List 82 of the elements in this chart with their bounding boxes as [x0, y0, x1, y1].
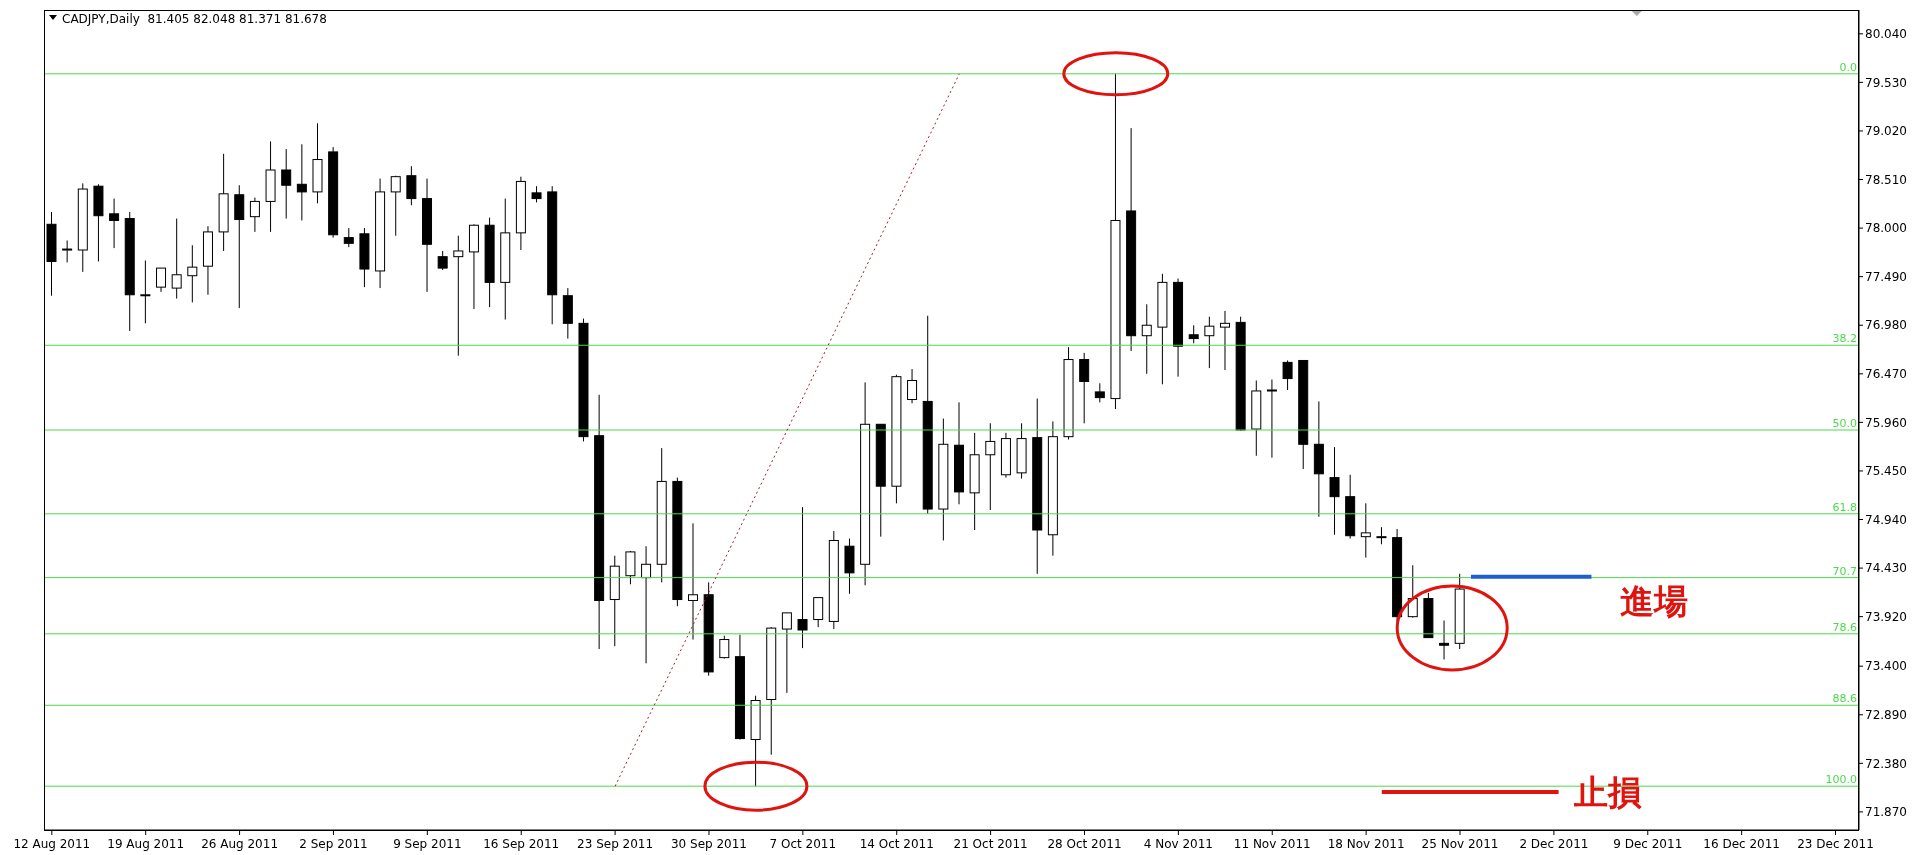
candlestick: [1188, 324, 1199, 344]
x-tick-label: 11 Nov 2011: [1233, 837, 1311, 851]
annotation: 88.6: [1832, 692, 1857, 706]
candlestick: [1219, 310, 1230, 371]
x-tick-label: 16 Dec 2011: [1703, 837, 1780, 851]
y-tick-label: 74.430: [1865, 561, 1907, 576]
candlestick: [453, 235, 464, 357]
y-tick-label: 78.510: [1865, 172, 1907, 187]
annotation: 100.0: [1825, 773, 1857, 787]
candlestick: [1329, 446, 1340, 536]
candlestick: [985, 422, 996, 511]
candlestick: [343, 227, 354, 248]
x-tick-label: 4 Nov 2011: [1143, 837, 1213, 851]
y-tick-label: 73.400: [1865, 659, 1907, 674]
x-tick-label: 19 Aug 2011: [107, 837, 185, 851]
x-tick-label: 30 Sep 2011: [670, 837, 748, 851]
candlestick: [625, 550, 636, 585]
y-tick-label: 72.890: [1865, 708, 1907, 723]
annotation: 50.0: [1832, 417, 1857, 430]
x-tick-label: 26 Aug 2011: [201, 837, 279, 851]
annotation: 78.6: [1832, 620, 1857, 634]
chart-title: CADJPY,Daily 81.405 82.048 81.371 81.678: [62, 12, 327, 26]
y-tick-label: 75.960: [1865, 415, 1907, 430]
candlestick: [641, 545, 652, 664]
candlestick: [437, 250, 448, 271]
candlestick: [62, 239, 73, 263]
candlestick: [813, 597, 824, 628]
x-tick-label: 9 Sep 2011: [393, 837, 462, 851]
y-tick-label: 72.380: [1865, 756, 1907, 771]
candlestick: [688, 522, 699, 641]
y-tick-label: 74.940: [1865, 512, 1907, 527]
candlestick: [1266, 379, 1277, 459]
x-tick-label: 23 Dec 2011: [1797, 837, 1874, 851]
candlestick: [1079, 352, 1090, 424]
y-tick-label: 77.490: [1865, 269, 1907, 284]
candlestick: [1204, 316, 1215, 369]
candlestick: [1439, 619, 1450, 661]
annotation: 進場: [1619, 580, 1688, 621]
x-tick-label: 14 Oct 2011: [859, 837, 934, 851]
y-tick-label: 73.920: [1865, 609, 1907, 624]
candlestick: [1282, 359, 1293, 391]
candlestick: [109, 198, 120, 249]
annotation: 38.2: [1832, 332, 1857, 346]
candlestick: [907, 368, 918, 404]
annotation: 0.0: [1839, 60, 1857, 74]
candlestick: [797, 506, 808, 649]
x-tick-label: 23 Sep 2011: [577, 837, 654, 851]
x-tick-label: 21 Oct 2011: [953, 837, 1028, 851]
x-tick-label: 7 Oct 2011: [769, 837, 837, 851]
annotation: 70.7: [1832, 564, 1857, 578]
candlestick: [296, 143, 307, 221]
x-tick-label: 25 Nov 2011: [1421, 837, 1499, 851]
candlestick: [249, 197, 260, 233]
y-tick-label: 76.980: [1865, 318, 1907, 333]
candlestick: [171, 218, 182, 300]
candlestick: [781, 612, 792, 694]
candlestick: [1360, 502, 1371, 559]
annotation: 61.8: [1832, 500, 1857, 514]
candlestick: [156, 267, 167, 293]
annotation: 止損: [1573, 772, 1643, 812]
y-tick-label: 71.870: [1865, 805, 1907, 820]
y-tick-label: 79.530: [1865, 75, 1907, 90]
x-tick-label: 18 Nov 2011: [1327, 837, 1405, 851]
y-tick-label: 75.450: [1865, 464, 1907, 479]
x-tick-label: 2 Sep 2011: [299, 837, 368, 851]
candlestick: [719, 635, 730, 660]
candlestick: [140, 259, 151, 324]
x-tick-label: 9 Dec 2011: [1613, 837, 1683, 851]
x-tick-label: 2 Dec 2011: [1519, 837, 1589, 851]
y-tick-label: 79.020: [1865, 124, 1907, 139]
candlestick: [406, 165, 417, 206]
candlestick: [390, 175, 401, 237]
y-tick-label: 76.470: [1865, 367, 1907, 382]
y-tick-label: 78.000: [1865, 221, 1907, 236]
candlestick: [1094, 382, 1105, 403]
candlestick: [187, 244, 198, 303]
x-tick-label: 28 Oct 2011: [1047, 837, 1122, 851]
x-tick-label: 12 Aug 2011: [13, 837, 91, 851]
candlestick: [1141, 303, 1152, 375]
candlestick: [281, 148, 292, 220]
y-tick-label: 80.040: [1865, 27, 1907, 42]
x-tick-label: 16 Sep 2011: [483, 837, 560, 851]
